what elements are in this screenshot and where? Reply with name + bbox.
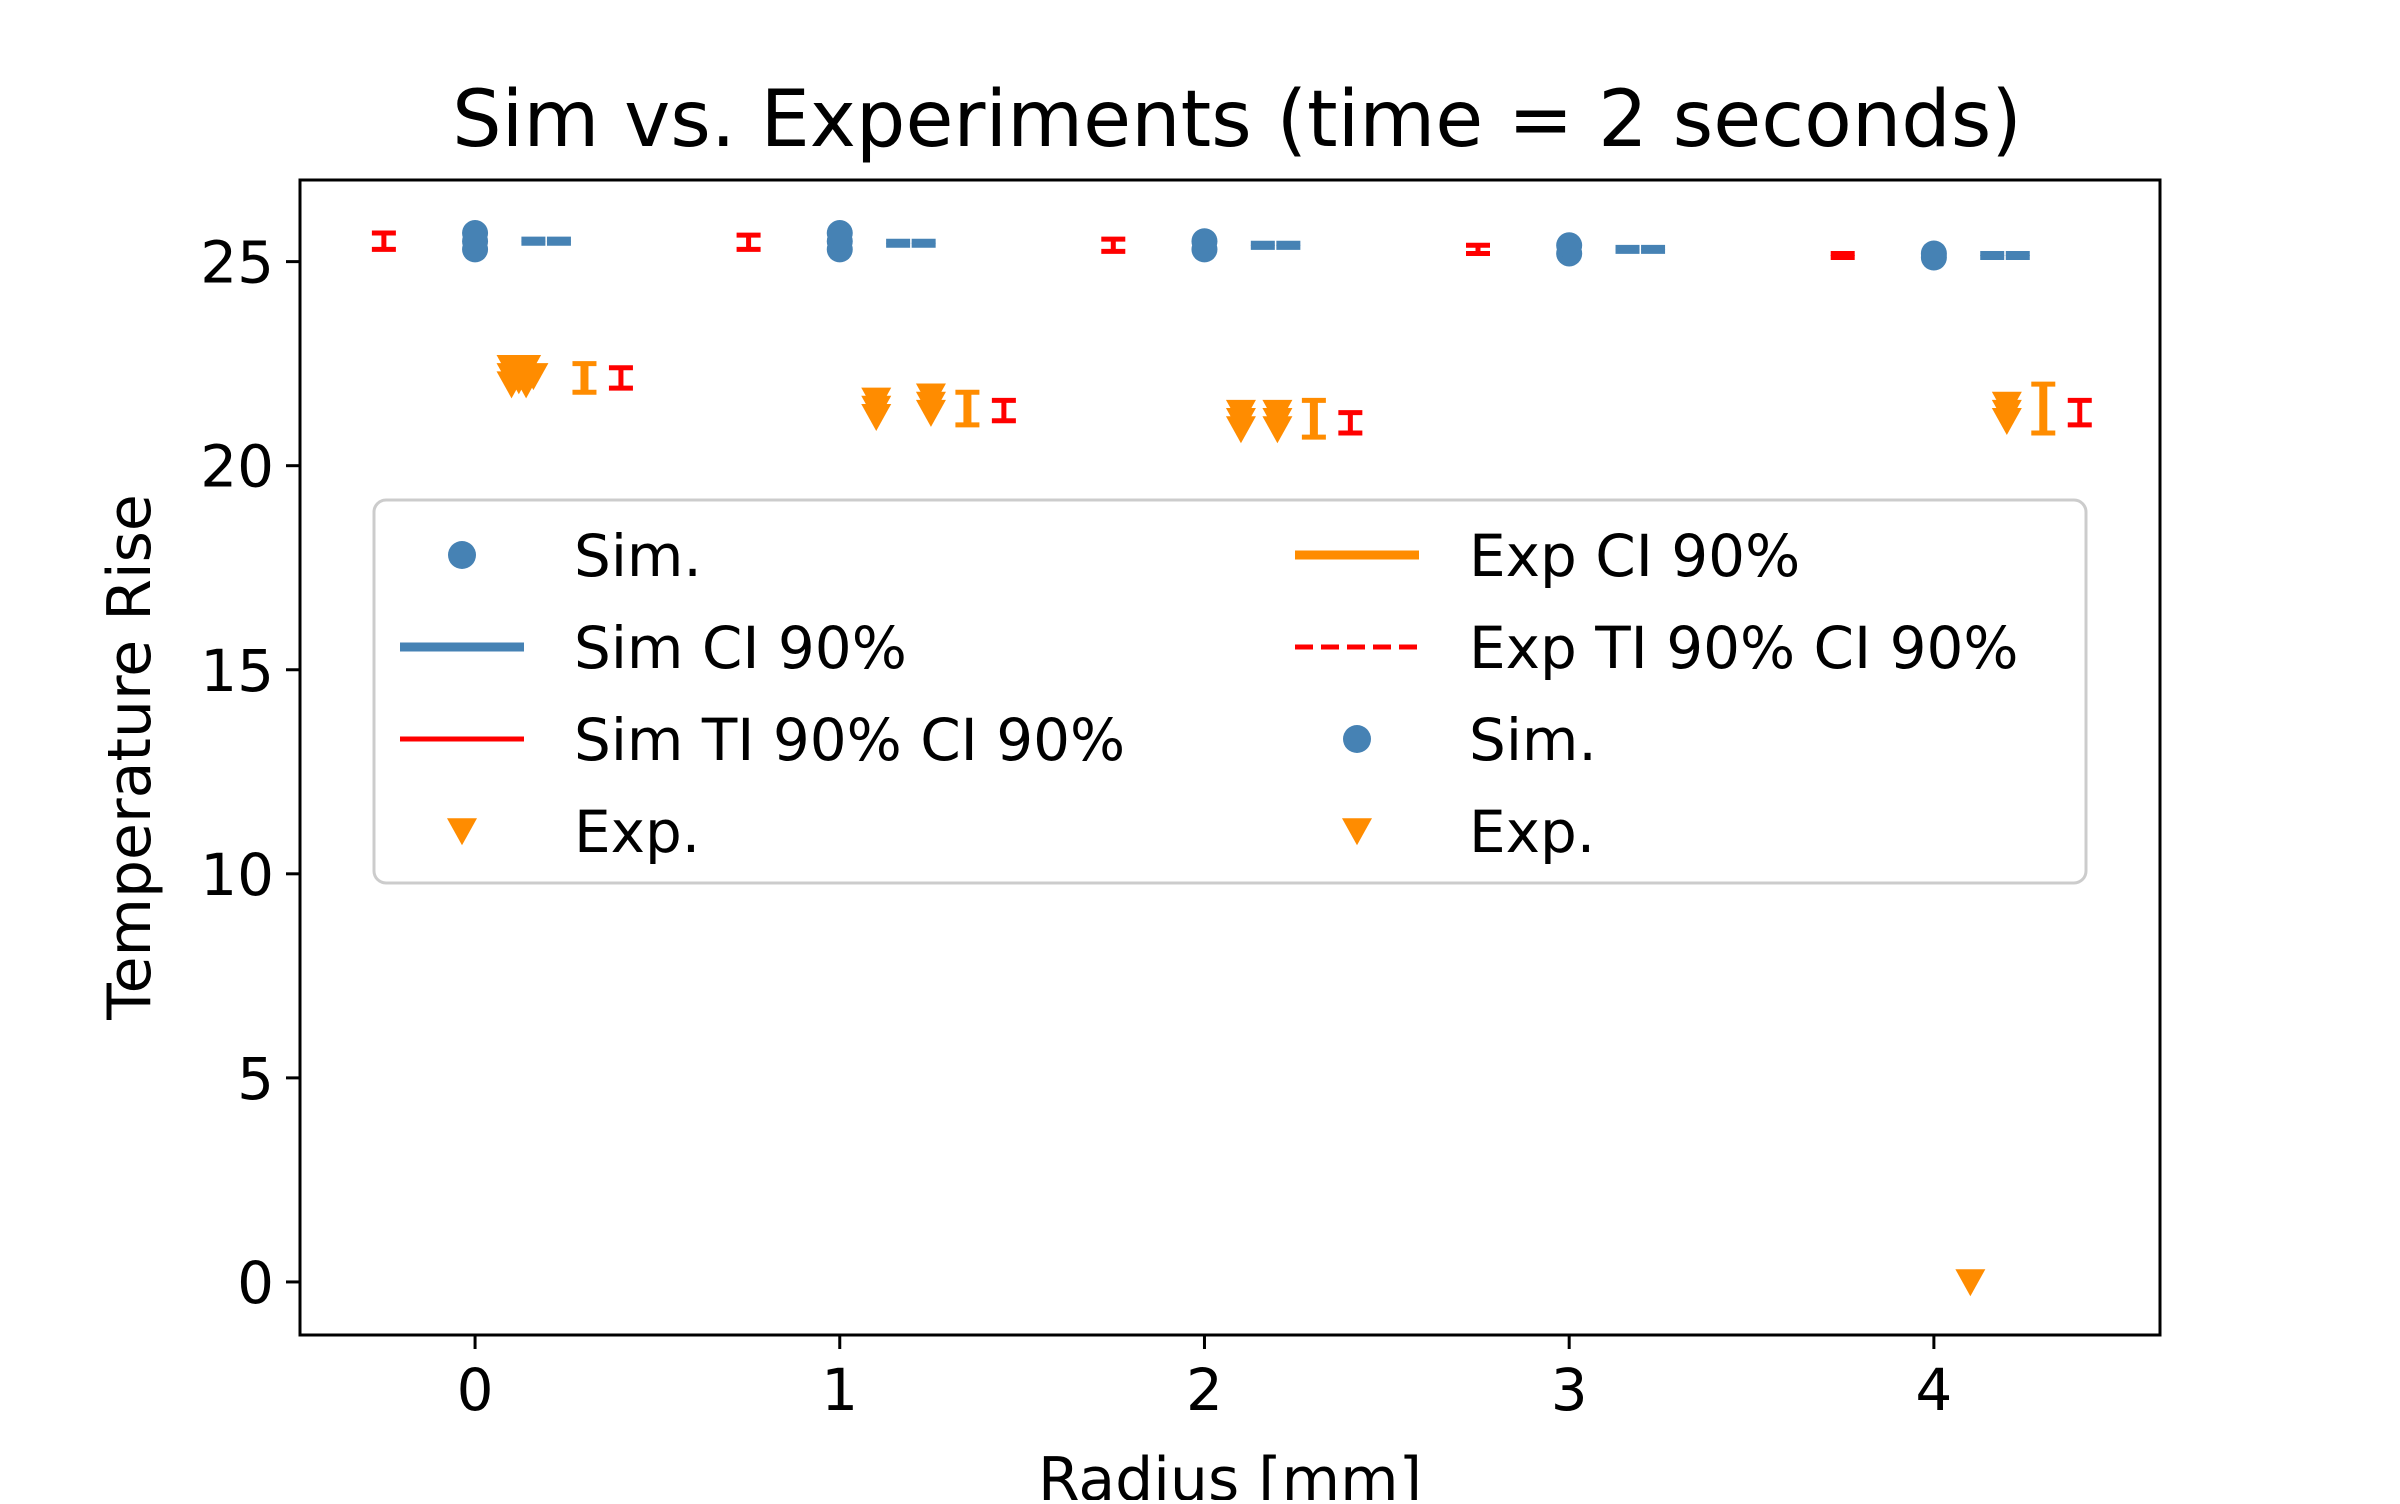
interval-mark (2005, 250, 2030, 261)
legend-frame (372, 498, 2088, 885)
interval-mark (1980, 250, 2005, 261)
exp-point (915, 383, 946, 411)
interval-mark (572, 361, 597, 395)
legend-label: Sim. (574, 522, 702, 590)
x-tick-label: 0 (457, 1356, 494, 1424)
sim-point (1556, 232, 1583, 259)
legend-item: Sim TI 90% CI 90% (400, 706, 1125, 774)
y-tick-label: 25 (200, 229, 274, 297)
plot-marks (371, 220, 2092, 1297)
legend-item: Exp TI 90% CI 90% (1295, 614, 2019, 682)
legend-label: Exp CI 90% (1469, 522, 1800, 590)
interval-mark (521, 236, 546, 246)
x-axis-label: Radius [mm] (1038, 1445, 1422, 1500)
interval-mark (371, 230, 396, 252)
interval-mark (1466, 242, 1490, 256)
interval-mark (1830, 250, 1855, 261)
exp-point (518, 363, 549, 391)
y-tick-label: 5 (237, 1045, 274, 1113)
legend-label: Sim. (1469, 706, 1597, 774)
legend-label: Exp TI 90% CI 90% (1469, 614, 2019, 682)
interval-mark (1338, 410, 1363, 436)
legend-label: Exp. (1469, 798, 1595, 866)
interval-mark (546, 236, 571, 246)
y-tick-label: 10 (200, 841, 274, 909)
legend: Sim. Sim CI 90% Sim TI 90% CI 90% Exp. Exp C… (372, 498, 2088, 885)
interval-mark (736, 232, 761, 252)
legend-item: Exp. (447, 798, 700, 866)
x-tick-label: 4 (1915, 1356, 1952, 1424)
x-tick-label: 1 (821, 1356, 858, 1424)
legend-label: Sim TI 90% CI 90% (574, 706, 1125, 774)
interval-mark (1301, 397, 1326, 440)
exp-point (1225, 399, 1256, 427)
exp-point (1991, 391, 2022, 419)
interval-mark (2067, 397, 2092, 428)
y-axis-label: Temperature Rise (95, 494, 165, 1021)
x-tick-label: 2 (1186, 1356, 1223, 1424)
interval-mark (955, 389, 980, 428)
interval-mark (991, 397, 1016, 424)
interval-mark (1615, 244, 1640, 254)
y-axis: 0 5 10 15 20 25 (200, 229, 300, 1317)
sim-point (1920, 240, 1947, 267)
interval-mark (608, 365, 633, 391)
interval-mark (1250, 240, 1275, 250)
x-tick-label: 3 (1551, 1356, 1588, 1424)
sim-point (826, 220, 853, 247)
legend-item: Exp CI 90% (1295, 522, 1800, 590)
legend-entries: Sim. Sim CI 90% Sim TI 90% CI 90% Exp. Exp C… (400, 522, 2019, 866)
exp-point (861, 387, 892, 415)
plot-area-frame (298, 178, 2162, 1337)
interval-mark (1641, 244, 1666, 254)
legend-swatch-circle (448, 541, 476, 569)
legend-label: Exp. (574, 798, 700, 866)
legend-item: Sim CI 90% (400, 614, 907, 682)
legend-label: Sim CI 90% (574, 614, 907, 682)
x-axis: 0 1 2 3 4 (457, 1335, 1952, 1424)
sim-point (1191, 228, 1218, 255)
legend-swatch-triangle (447, 818, 477, 846)
interval-mark (886, 238, 911, 248)
legend-item: Sim. (448, 522, 702, 590)
legend-item: Sim. (1343, 706, 1597, 774)
y-tick-label: 20 (200, 433, 274, 501)
sim-point (462, 220, 489, 247)
interval-mark (911, 238, 936, 248)
interval-mark (1276, 240, 1301, 250)
chart-title: Sim vs. Experiments (time = 2 seconds) (452, 75, 2022, 165)
y-tick-label: 0 (237, 1249, 274, 1317)
legend-item: Exp. (1342, 798, 1595, 866)
legend-swatch-circle (1343, 725, 1371, 753)
interval-mark (2031, 381, 2056, 436)
exp-point (1955, 1269, 1986, 1297)
legend-swatch-triangle (1342, 818, 1372, 846)
exp-point (1262, 399, 1293, 427)
interval-mark (1101, 236, 1126, 254)
y-tick-label: 15 (200, 637, 274, 705)
